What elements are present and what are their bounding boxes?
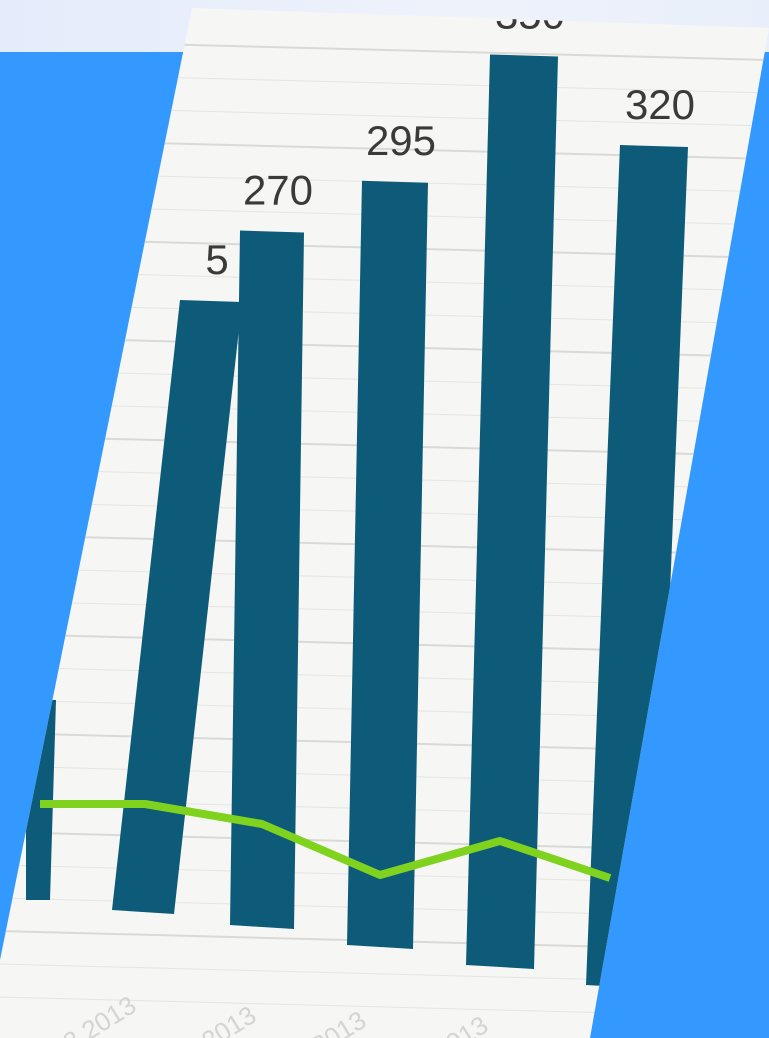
bars xyxy=(26,54,688,989)
line-series xyxy=(40,800,612,882)
bar-value-label: 270 xyxy=(243,167,313,214)
value-labels: 5 270 295 350 320 xyxy=(205,0,695,283)
bar-value-label: 295 xyxy=(366,117,436,164)
bar xyxy=(230,230,304,929)
bar xyxy=(112,300,242,914)
bar-value-label: 5 xyxy=(205,236,228,283)
bar-value-label: 320 xyxy=(625,81,695,128)
bar xyxy=(466,54,558,969)
bar-value-label: 350 xyxy=(495,0,565,38)
bar xyxy=(347,180,428,949)
